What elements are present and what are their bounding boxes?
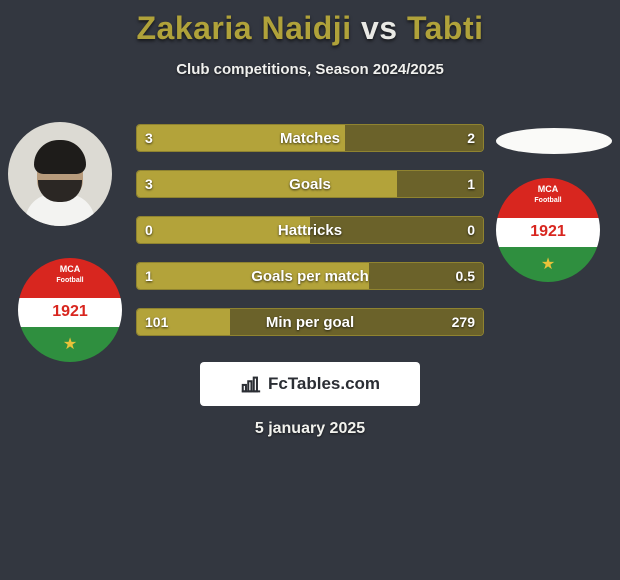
brand-text: FcTables.com xyxy=(268,374,380,394)
stat-bar-left xyxy=(137,171,397,197)
stat-value-left: 0 xyxy=(137,217,161,243)
stat-row: 10.5Goals per match xyxy=(136,262,484,290)
stat-value-left: 101 xyxy=(137,309,176,335)
stat-row: 32Matches xyxy=(136,124,484,152)
player1-silhouette xyxy=(25,140,95,226)
stat-row: 31Goals xyxy=(136,170,484,198)
stat-value-right: 1 xyxy=(459,171,483,197)
chart-icon xyxy=(240,373,262,395)
page-subtitle: Club competitions, Season 2024/2025 xyxy=(0,61,620,78)
brand-badge: FcTables.com xyxy=(200,362,420,406)
player1-avatar xyxy=(8,122,112,226)
player2-club-badge: MCAFootball 1921 ★ xyxy=(496,178,600,282)
player1-club-badge: MCAFootball 1921 ★ xyxy=(18,258,122,362)
player2-avatar-placeholder xyxy=(496,128,612,154)
stat-value-left: 3 xyxy=(137,171,161,197)
stat-value-left: 3 xyxy=(137,125,161,151)
stat-value-right: 279 xyxy=(444,309,483,335)
stat-value-left: 1 xyxy=(137,263,161,289)
stat-row: 101279Min per goal xyxy=(136,308,484,336)
stat-bar-left xyxy=(137,125,345,151)
stat-bar-right xyxy=(310,217,483,243)
generation-date: 5 january 2025 xyxy=(0,420,620,438)
comparison-bars: 32Matches31Goals00Hattricks10.5Goals per… xyxy=(136,124,484,354)
stat-bar-left xyxy=(137,263,369,289)
stat-bar-left xyxy=(137,217,310,243)
stat-value-right: 0.5 xyxy=(448,263,483,289)
page-title: Zakaria Naidji vs Tabti xyxy=(0,0,620,47)
stat-value-right: 0 xyxy=(459,217,483,243)
stat-row: 00Hattricks xyxy=(136,216,484,244)
stat-value-right: 2 xyxy=(459,125,483,151)
